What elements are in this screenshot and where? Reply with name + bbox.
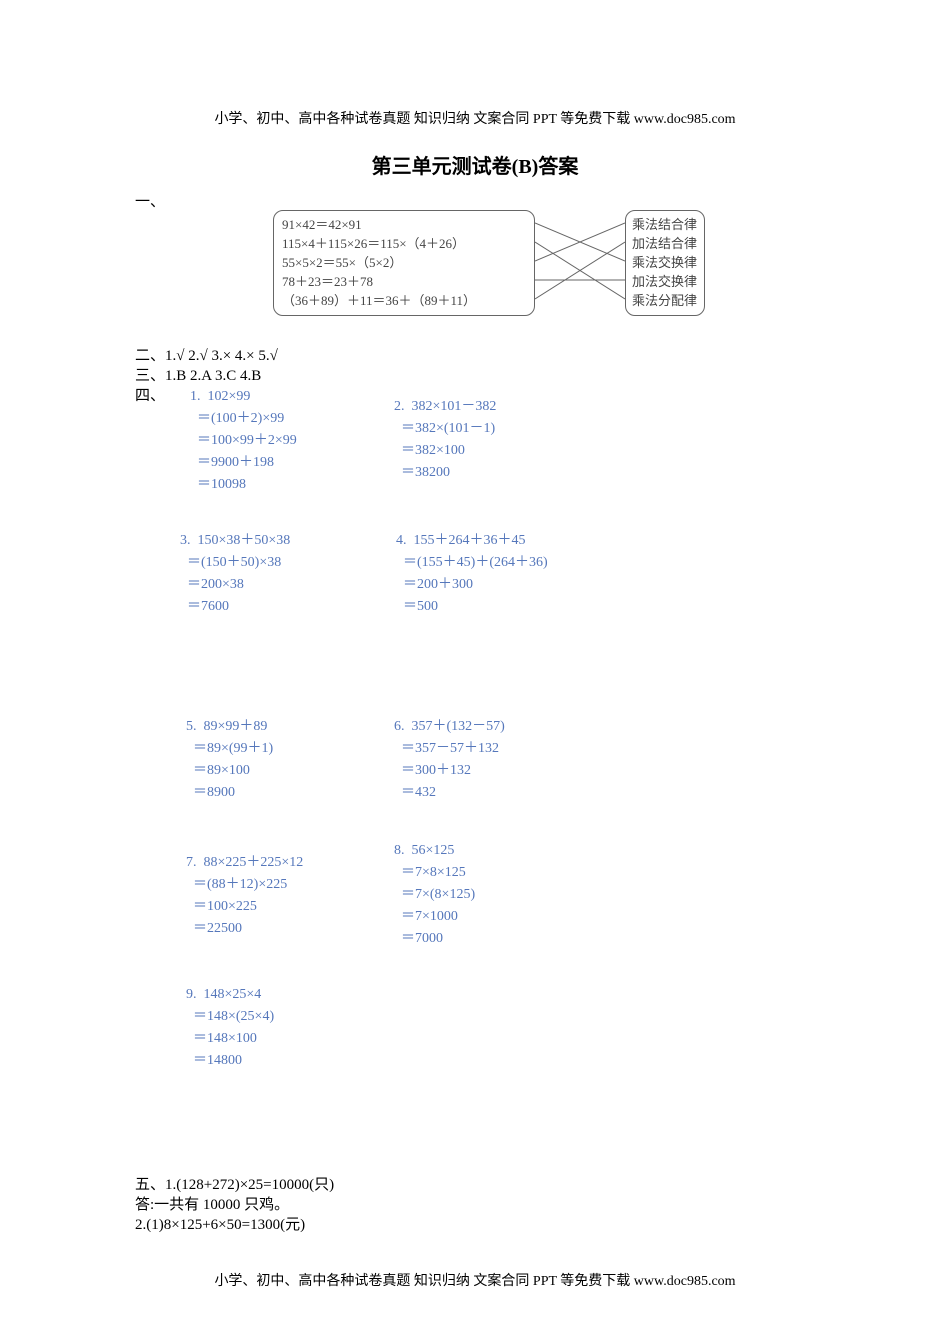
match-right-2: 乘法交换律 [632,253,698,272]
section-5-line1: 五、1.(128+272)×25=10000(只) [135,1173,334,1194]
matching-diagram: 91×42＝42×91 115×4＋115×26＝115×（4＋26） 55×5… [273,210,705,316]
section-1-label: 一、 [135,190,165,211]
match-left-0: 91×42＝42×91 [282,215,526,234]
matching-right-box: 乘法结合律 加法结合律 乘法交换律 加法交换律 乘法分配律 [625,210,705,316]
section-3: 三、1.B 2.A 3.C 4.B [135,364,261,385]
matching-lines [535,210,625,316]
problem-1: 1. 102×99 ＝(100＋2)×99 ＝100×99＋2×99 ＝9900… [190,386,297,496]
problem-6: 6. 357＋(132－57) ＝357－57＋132 ＝300＋132 ＝43… [394,716,505,804]
match-left-2: 55×5×2＝55×（5×2） [282,253,526,272]
problem-5: 5. 89×99＋89 ＝89×(99＋1) ＝89×100 ＝8900 [186,716,273,804]
match-right-3: 加法交换律 [632,272,698,291]
page-title: 第三单元测试卷(B)答案 [0,150,950,179]
section-2: 二、1.√ 2.√ 3.× 4.× 5.√ [135,344,278,365]
match-left-1: 115×4＋115×26＝115×（4＋26） [282,234,526,253]
page-footer: 小学、初中、高中各种试卷真题 知识归纳 文案合同 PPT 等免费下载 www.d… [0,1270,950,1290]
section-5-line3: 2.(1)8×125+6×50=1300(元) [135,1213,305,1234]
match-right-1: 加法结合律 [632,234,698,253]
match-left-4: （36＋89）＋11＝36＋（89＋11） [282,291,526,310]
match-left-3: 78＋23＝23＋78 [282,272,526,291]
problem-2: 2. 382×101－382 ＝382×(101－1) ＝382×100 ＝38… [394,396,496,484]
section-4-label: 四、 [135,384,165,405]
problem-4: 4. 155＋264＋36＋45 ＝(155＋45)＋(264＋36) ＝200… [396,530,548,618]
match-right-0: 乘法结合律 [632,215,698,234]
section-5-line2: 答:一共有 10000 只鸡。 [135,1193,289,1214]
page-header: 小学、初中、高中各种试卷真题 知识归纳 文案合同 PPT 等免费下载 www.d… [0,108,950,128]
match-right-4: 乘法分配律 [632,291,698,310]
problem-3: 3. 150×38＋50×38 ＝(150＋50)×38 ＝200×38 ＝76… [180,530,290,618]
problem-7: 7. 88×225＋225×12 ＝(88＋12)×225 ＝100×225 ＝… [186,852,303,940]
problem-9: 9. 148×25×4 ＝148×(25×4) ＝148×100 ＝14800 [186,984,274,1072]
matching-left-box: 91×42＝42×91 115×4＋115×26＝115×（4＋26） 55×5… [273,210,535,316]
problem-8: 8. 56×125 ＝7×8×125 ＝7×(8×125) ＝7×1000 ＝7… [394,840,475,950]
